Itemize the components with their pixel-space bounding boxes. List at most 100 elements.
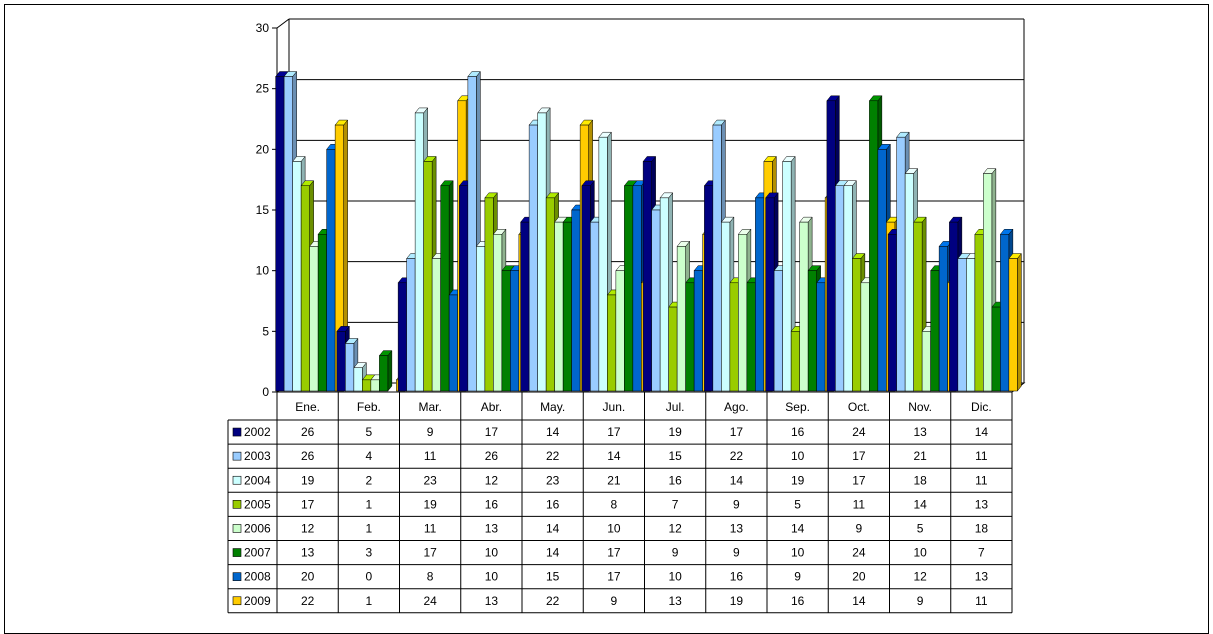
table-value: 17 (852, 473, 866, 487)
table-value: 22 (730, 449, 744, 463)
bar-front (729, 282, 739, 392)
bar-front (317, 234, 327, 392)
table-value: 16 (730, 570, 744, 584)
bar-front (607, 294, 617, 392)
bar-front (406, 258, 416, 392)
table-value: 16 (546, 497, 560, 511)
table-value: 15 (668, 449, 682, 463)
table-value: 11 (424, 521, 437, 535)
table-value: 8 (427, 570, 434, 584)
bar-front (537, 112, 547, 392)
gridline-side (276, 18, 290, 29)
table-value: 5 (366, 425, 373, 439)
bars-layer (275, 70, 1022, 392)
table-value: 18 (975, 521, 989, 535)
axis-layer: 0 5 10 15 20 25 30 (256, 21, 278, 399)
bar-front (896, 136, 906, 392)
bar-front (904, 173, 914, 392)
table-value: 10 (791, 449, 805, 463)
table-value: 12 (913, 570, 927, 584)
table-value: 17 (607, 425, 621, 439)
table-value: 17 (607, 546, 621, 560)
table-value: 17 (852, 449, 866, 463)
bar-side (387, 349, 393, 392)
table-value: 19 (730, 594, 744, 608)
table-value: 12 (301, 521, 315, 535)
table-value: 4 (366, 449, 373, 463)
bar-front (326, 149, 336, 392)
table-value: 5 (794, 497, 801, 511)
bar-front (581, 185, 591, 392)
bar-front (642, 161, 652, 392)
bar-front (790, 331, 800, 392)
table-value: 13 (730, 521, 744, 535)
category-label: Ago. (724, 400, 749, 414)
table-value: 9 (794, 570, 801, 584)
table-value: 1 (366, 497, 373, 511)
table-value: 18 (913, 473, 927, 487)
bar-front (448, 294, 458, 392)
bar-front (991, 306, 1001, 392)
bar-front (493, 234, 503, 392)
bar-front (459, 185, 469, 392)
bar-front (275, 76, 285, 392)
table-value: 14 (730, 473, 744, 487)
table-value: 14 (913, 497, 927, 511)
table-value: 13 (485, 521, 499, 535)
table-value: 11 (975, 594, 988, 608)
data-table: Ene. Feb. Mar. Abr. May. Jun. Jul. Ago. Sep. Oct.… (227, 392, 1013, 614)
bar-front (309, 246, 319, 392)
bar-front (668, 306, 678, 392)
table-value: 14 (607, 449, 621, 463)
legend-label: 2006 (244, 521, 271, 535)
bar-front (938, 246, 948, 392)
bar-front (913, 221, 923, 392)
bar-front (431, 258, 441, 392)
table-value: 12 (485, 473, 499, 487)
table-value: 14 (546, 521, 560, 535)
table-value: 17 (607, 570, 621, 584)
bar-front (423, 161, 433, 392)
bar-front (930, 270, 940, 392)
table-value: 23 (546, 473, 560, 487)
category-label: Nov. (908, 400, 932, 414)
y-tick-label: 15 (256, 203, 270, 217)
bar-front (685, 282, 695, 392)
legend-label: 2008 (244, 570, 271, 584)
bar-front (721, 221, 731, 392)
table-value: 20 (852, 570, 866, 584)
category-label: Oct. (848, 400, 870, 414)
table-value: 9 (856, 521, 863, 535)
legend-swatch (232, 548, 242, 557)
legend-label: 2003 (244, 449, 271, 463)
table-value: 0 (366, 570, 373, 584)
legend-swatch (232, 451, 242, 461)
bar-front (624, 185, 634, 392)
table-value: 12 (668, 521, 682, 535)
bar-front (510, 270, 520, 392)
category-label: May. (540, 400, 565, 414)
table-value: 26 (485, 449, 499, 463)
table-value: 13 (668, 594, 682, 608)
table-value: 13 (913, 425, 927, 439)
bar-front (484, 197, 494, 392)
table-value: 22 (301, 594, 315, 608)
bar-front (877, 149, 887, 392)
bar-front (835, 185, 845, 392)
bar-front (807, 270, 817, 392)
bar-front (957, 258, 967, 392)
bar-front (693, 270, 703, 392)
bar-front (843, 185, 853, 392)
table-value: 9 (611, 594, 618, 608)
category-label: Abr. (481, 400, 502, 414)
bar (1008, 252, 1022, 392)
bar-front (765, 197, 775, 392)
table-value: 14 (546, 546, 560, 560)
table-value: 26 (301, 449, 315, 463)
bar-front (659, 197, 669, 392)
legend-label: 2007 (244, 546, 271, 560)
table-value: 9 (672, 546, 679, 560)
legend-swatch (232, 572, 242, 581)
bar-front (852, 258, 862, 392)
table-value: 14 (546, 425, 560, 439)
